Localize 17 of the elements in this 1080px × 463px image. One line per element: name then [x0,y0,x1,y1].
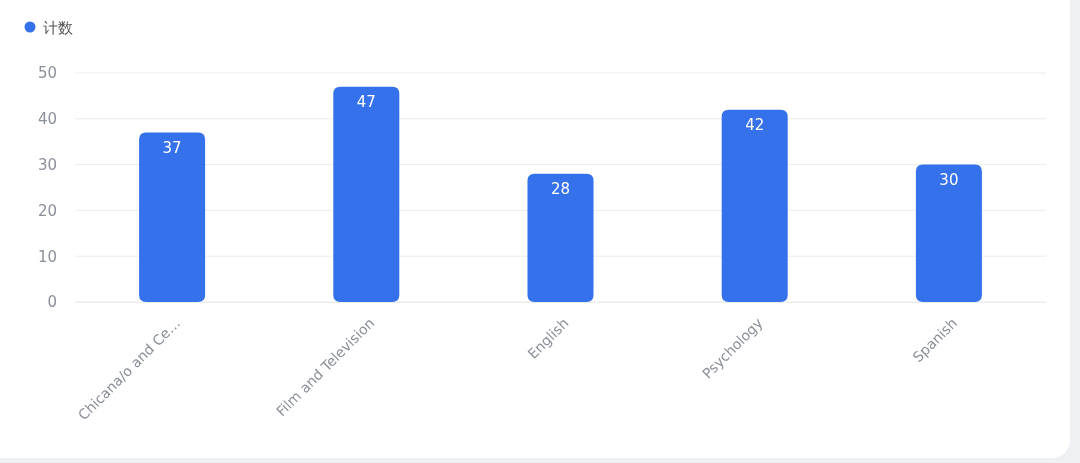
y-tick-label: 10 [37,247,57,266]
legend-label: 计数 [43,18,73,37]
bar [139,132,206,302]
y-tick-label: 30 [37,155,57,174]
y-tick-label: 0 [47,293,57,312]
bar [721,109,788,302]
bar [527,173,594,302]
data-label: 28 [550,179,571,198]
data-label: 42 [745,115,765,134]
y-tick-label: 20 [37,201,57,220]
bar [333,86,400,302]
data-label: 47 [356,92,376,111]
bar [915,164,982,302]
y-tick-label: 40 [37,110,57,129]
y-tick-label: 50 [37,64,57,83]
data-label: 37 [162,138,182,157]
data-label: 30 [939,170,959,189]
